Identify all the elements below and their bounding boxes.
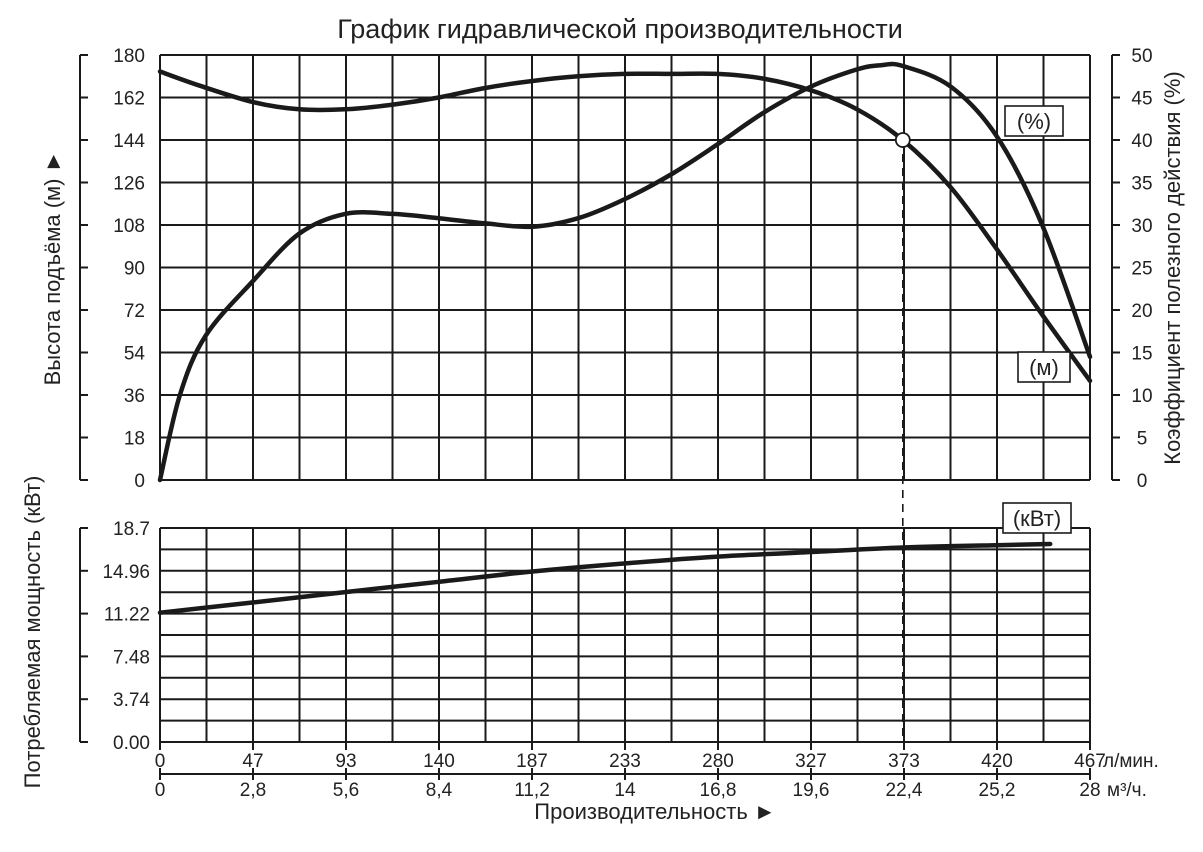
x-tick-label-primary: 233 bbox=[609, 751, 641, 772]
x-tick-label-primary: 187 bbox=[516, 751, 548, 772]
left-y-tick-label: 54 bbox=[124, 344, 146, 365]
x-tick-label-secondary: 19,6 bbox=[793, 780, 830, 801]
power-y-tick-label: 7.48 bbox=[113, 647, 150, 668]
right-y-tick-label: 5 bbox=[1137, 429, 1148, 450]
efficiency-curve bbox=[157, 61, 1093, 483]
x-tick-label-secondary: 2,8 bbox=[240, 780, 266, 801]
left-y-tick-label: 36 bbox=[124, 386, 145, 407]
right-y-tick-label: 40 bbox=[1131, 131, 1152, 152]
tick-labels: 00472,8935,61408,418711,22331428016,8327… bbox=[102, 46, 1152, 801]
x-tick-label-primary: 467 bbox=[1074, 751, 1106, 772]
left-y-axis-label: Высота подъёма (м) ► bbox=[40, 151, 65, 386]
left-y-tick-label: 180 bbox=[113, 46, 145, 67]
right-y-tick-label: 30 bbox=[1131, 216, 1152, 237]
right-y-tick-label: 50 bbox=[1131, 46, 1152, 67]
left-y-tick-label: 0 bbox=[134, 471, 145, 492]
x-tick-label-primary: 327 bbox=[795, 751, 827, 772]
x-tick-label-secondary: 14 bbox=[614, 780, 636, 801]
x-tick-label-secondary: 28 bbox=[1079, 780, 1100, 801]
head-curve bbox=[157, 69, 1093, 384]
head-series-label: (м) bbox=[1029, 355, 1059, 380]
head-series-label-box bbox=[1017, 351, 1071, 383]
chart-title: График гидравлической производительности bbox=[337, 14, 903, 44]
x-tick-label-secondary: 25,2 bbox=[979, 780, 1016, 801]
x-tick-label-secondary: 0 bbox=[155, 780, 166, 801]
x-units-primary: л/мин. bbox=[1103, 751, 1159, 772]
power-y-tick-label: 14.96 bbox=[102, 562, 150, 583]
power-axis-label: Потребляемая мощность (кВт) bbox=[20, 476, 45, 789]
x-tick-label-primary: 47 bbox=[242, 751, 263, 772]
power-curve bbox=[157, 541, 1053, 615]
efficiency-series-label: (%) bbox=[1017, 109, 1051, 134]
x-tick-label-secondary: 16,8 bbox=[700, 780, 737, 801]
x-tick-label-secondary: 8,4 bbox=[426, 780, 453, 801]
right-y-axis-label: Коэффициент полезного действия (%) bbox=[1160, 71, 1185, 465]
annotations: (%) (м) (кВт) bbox=[160, 105, 1072, 742]
power-y-tick-label: 11.22 bbox=[104, 605, 150, 626]
x-tick-label-primary: 280 bbox=[702, 751, 734, 772]
operating-point-marker bbox=[894, 132, 911, 148]
x-tick-label-primary: 0 bbox=[155, 751, 166, 772]
left-y-tick-label: 144 bbox=[113, 131, 145, 152]
right-y-tick-label: 25 bbox=[1131, 259, 1152, 280]
x-tick-label-secondary: 11,2 bbox=[514, 780, 550, 801]
left-y-tick-label: 126 bbox=[113, 174, 145, 195]
x-tick-label-primary: 93 bbox=[335, 751, 356, 772]
x-units-secondary: м³/ч. bbox=[1107, 780, 1147, 801]
right-y-tick-label: 0 bbox=[1137, 471, 1148, 492]
series-curves bbox=[157, 61, 1093, 615]
right-y-tick-label: 10 bbox=[1131, 386, 1152, 407]
x-tick-label-primary: 373 bbox=[888, 751, 920, 772]
power-y-tick-label: 3.74 bbox=[113, 690, 150, 711]
left-y-tick-label: 90 bbox=[124, 259, 145, 280]
x-tick-label-secondary: 22,4 bbox=[886, 780, 923, 801]
x-tick-label-primary: 420 bbox=[981, 751, 1013, 772]
power-series-label: (кВт) bbox=[1013, 506, 1061, 531]
x-tick-label-secondary: 5,6 bbox=[333, 780, 359, 801]
right-y-tick-label: 15 bbox=[1131, 344, 1152, 365]
x-tick-label-primary: 140 bbox=[423, 751, 455, 772]
power-series-label-box bbox=[1002, 502, 1072, 534]
left-y-tick-label: 72 bbox=[124, 301, 145, 322]
power-y-tick-label: 18.7 bbox=[113, 519, 150, 540]
left-y-tick-label: 108 bbox=[113, 216, 145, 237]
left-y-tick-label: 18 bbox=[124, 429, 145, 450]
efficiency-series-label-box bbox=[1004, 105, 1064, 137]
right-y-tick-label: 20 bbox=[1131, 301, 1152, 322]
left-y-tick-label: 162 bbox=[113, 89, 145, 110]
right-y-tick-label: 45 bbox=[1131, 89, 1152, 110]
grid bbox=[79, 54, 1120, 780]
right-y-tick-label: 35 bbox=[1131, 174, 1152, 195]
power-y-tick-label: 0.00 bbox=[113, 733, 150, 754]
x-axis-label: Производительность ► bbox=[534, 799, 775, 824]
